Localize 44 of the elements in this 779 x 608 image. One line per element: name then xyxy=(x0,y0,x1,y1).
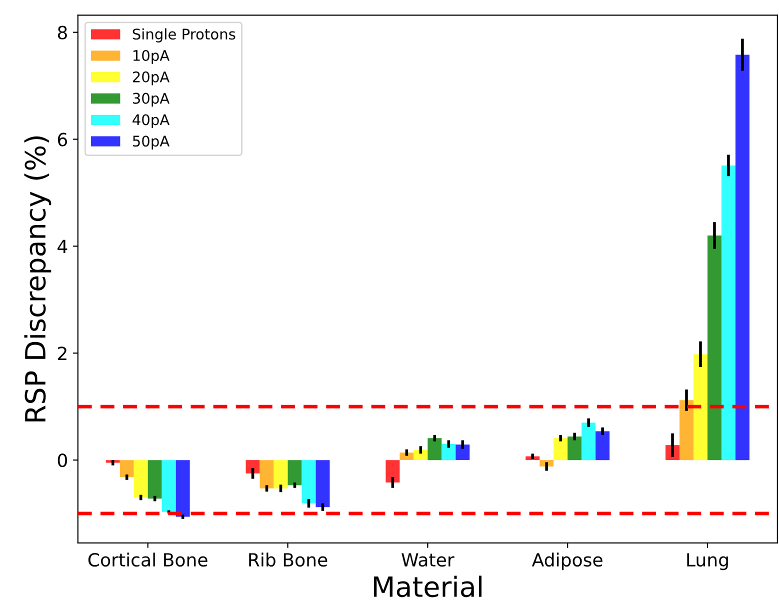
x-axis-title: Material xyxy=(374,576,482,598)
x-tick-label: Rib Bone xyxy=(249,552,328,567)
bar xyxy=(386,460,400,483)
y-tick-label: 0 xyxy=(58,454,67,468)
bar xyxy=(596,431,610,460)
y-tick-label: 4 xyxy=(58,240,68,254)
y-axis-title: RSP Discrepancy (%) xyxy=(24,136,52,422)
bar xyxy=(735,54,750,460)
bar xyxy=(456,444,470,460)
bar xyxy=(316,460,330,508)
bar xyxy=(400,452,414,460)
bar xyxy=(582,422,596,460)
bar xyxy=(568,436,582,460)
legend-label: 20pA xyxy=(132,71,170,86)
legend-label: 50pA xyxy=(132,136,170,150)
bar xyxy=(274,460,288,488)
bar xyxy=(707,235,722,460)
y-tick-label: 8 xyxy=(58,26,67,40)
bar xyxy=(414,450,428,460)
x-tick-label: Cortical Bone xyxy=(88,552,208,567)
legend-label: 40pA xyxy=(132,114,170,128)
bar xyxy=(721,165,736,460)
x-tick-label: Water xyxy=(402,553,454,567)
bar xyxy=(162,460,176,512)
bar xyxy=(176,460,190,517)
bar xyxy=(302,460,316,504)
legend-label: Single Protons xyxy=(132,28,236,42)
bar xyxy=(428,438,442,460)
legend-label: 10pA xyxy=(133,50,170,64)
legend-label: 30pA xyxy=(132,92,170,107)
bar xyxy=(134,460,148,498)
x-tick-label: Lung xyxy=(687,553,728,570)
bar xyxy=(288,460,302,486)
y-tick-label: 6 xyxy=(58,132,68,146)
y-tick-label: 2 xyxy=(58,346,66,360)
bar xyxy=(693,354,708,460)
bar xyxy=(554,438,568,460)
bar xyxy=(148,460,162,499)
bar xyxy=(442,444,456,460)
bar xyxy=(260,460,274,488)
bar xyxy=(680,400,694,460)
bar xyxy=(120,460,134,478)
x-tick-label: Adipose xyxy=(532,552,602,570)
bar xyxy=(246,460,260,474)
